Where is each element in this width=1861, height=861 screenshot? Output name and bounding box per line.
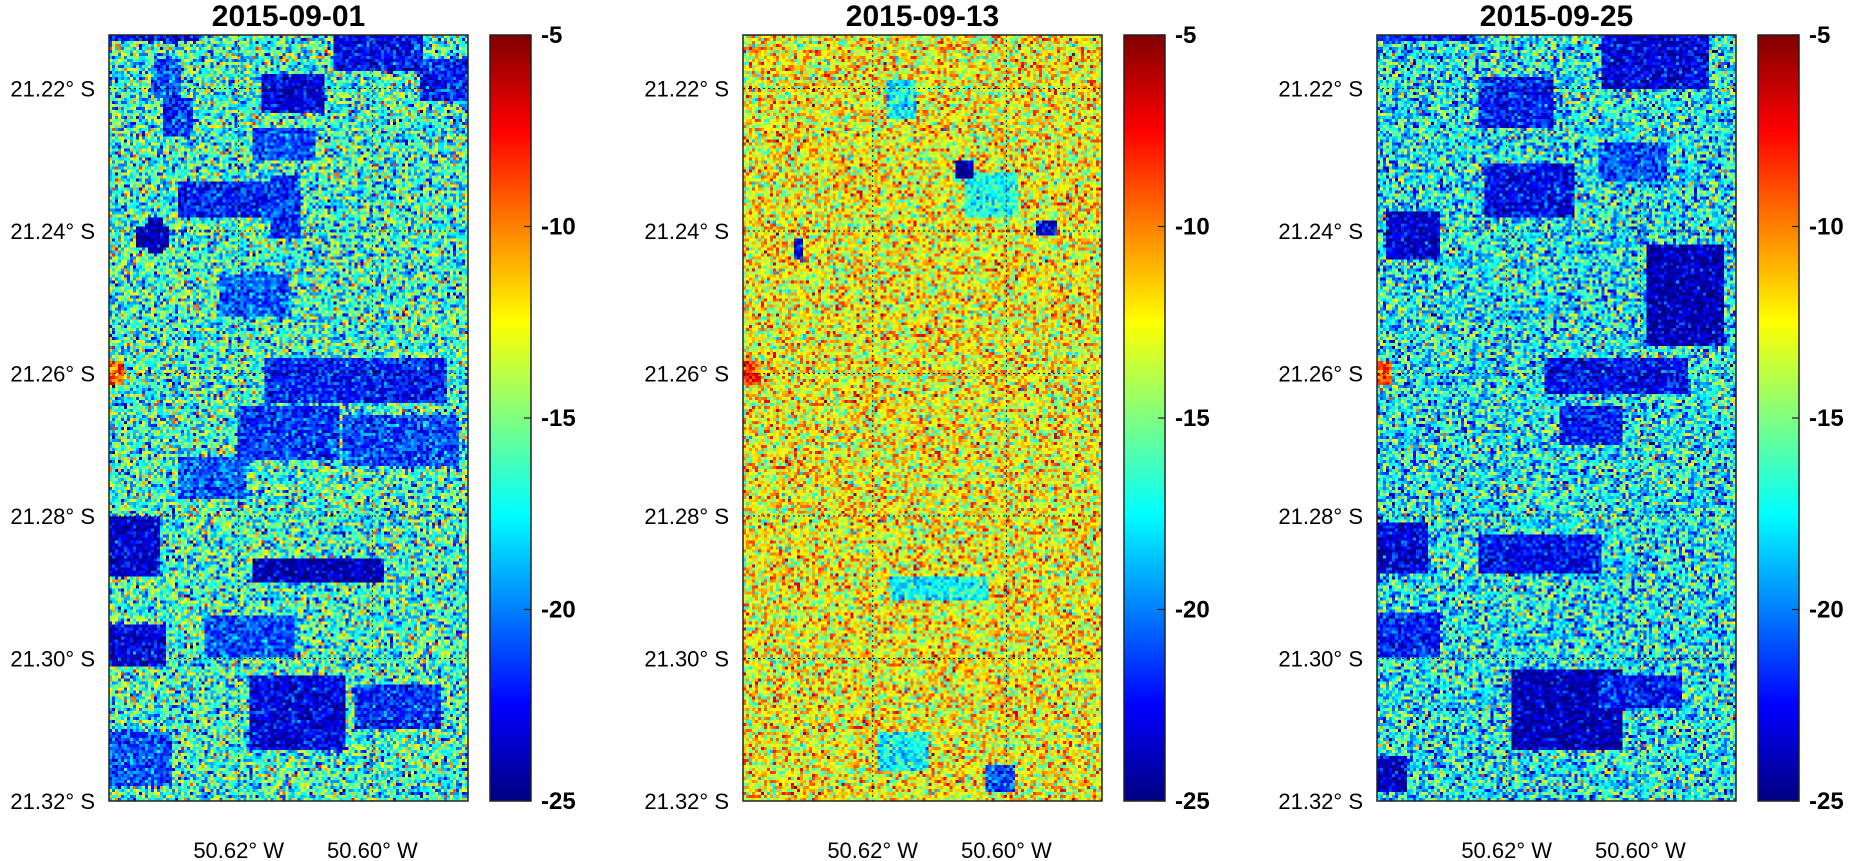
colorbar-tick-label: -5 (541, 22, 562, 49)
map-frame (108, 34, 469, 802)
y-tick-label: 21.28° S (644, 504, 729, 529)
y-tick-label: 21.22° S (1278, 76, 1363, 101)
colorbar-tick-label: -15 (541, 405, 576, 432)
y-tick-label: 21.30° S (644, 646, 729, 671)
panel-3: 2015-09-25 21.22° S 21.24° S 21.26° S 21.28°… (1278, 0, 1843, 861)
y-tick-label: 21.22° S (10, 76, 95, 101)
panel-1: 2015-09-01 21.22° S 21.24° S 21.26° S 21.28°… (10, 0, 575, 861)
colorbar-tick-label: -15 (1809, 405, 1844, 432)
chart-title: 2015-09-13 (846, 0, 999, 33)
y-tick-label: 21.30° S (1278, 646, 1363, 671)
y-tick-label: 21.26° S (644, 361, 729, 386)
y-tick-label: 21.24° S (1278, 219, 1363, 244)
heatmap-raster (743, 35, 1102, 801)
x-tick-label: 50.60° W (327, 838, 418, 861)
x-tick-label: 50.60° W (1595, 838, 1686, 861)
x-tick-label: 50.62° W (1461, 838, 1552, 861)
y-tick-label: 21.22° S (644, 76, 729, 101)
colorbar-tick-label: -20 (1175, 597, 1210, 624)
y-tick-label: 21.28° S (1278, 504, 1363, 529)
colorbar-tick-label: -20 (1809, 597, 1844, 624)
x-tick-label: 50.62° W (827, 838, 918, 861)
y-tick-label: 21.26° S (10, 361, 95, 386)
y-tick-label: 21.32° S (10, 789, 95, 814)
heatmap-raster (109, 35, 468, 801)
colorbar-tick-label: -5 (1175, 22, 1196, 49)
colorbar-tick-label: -25 (541, 788, 576, 815)
colorbar-tick-label: -25 (1809, 788, 1844, 815)
map-frame (1376, 34, 1737, 802)
x-tick-label: 50.62° W (193, 838, 284, 861)
colorbar-tick-label: -10 (541, 214, 576, 241)
y-tick-label: 21.24° S (644, 219, 729, 244)
heatmap-raster (1377, 35, 1736, 801)
colorbar-tick-label: -15 (1175, 405, 1210, 432)
y-tick-label: 21.32° S (1278, 789, 1363, 814)
colorbar-tick-label: -5 (1809, 22, 1830, 49)
colorbar-tick-label: -20 (541, 597, 576, 624)
y-tick-label: 21.32° S (644, 789, 729, 814)
colorbar-tick-label: -25 (1175, 788, 1210, 815)
chart-title: 2015-09-01 (212, 0, 365, 33)
y-tick-label: 21.30° S (10, 646, 95, 671)
colorbar-tick-label: -10 (1809, 214, 1844, 241)
chart-title: 2015-09-25 (1480, 0, 1633, 33)
panel-2: 2015-09-13 21.22° S 21.24° S 21.26° S 21.28°… (644, 0, 1209, 861)
y-tick-label: 21.26° S (1278, 361, 1363, 386)
map-frame (742, 34, 1103, 802)
y-tick-label: 21.24° S (10, 219, 95, 244)
colorbar-tick-label: -10 (1175, 214, 1210, 241)
x-tick-label: 50.60° W (961, 838, 1052, 861)
y-tick-label: 21.28° S (10, 504, 95, 529)
